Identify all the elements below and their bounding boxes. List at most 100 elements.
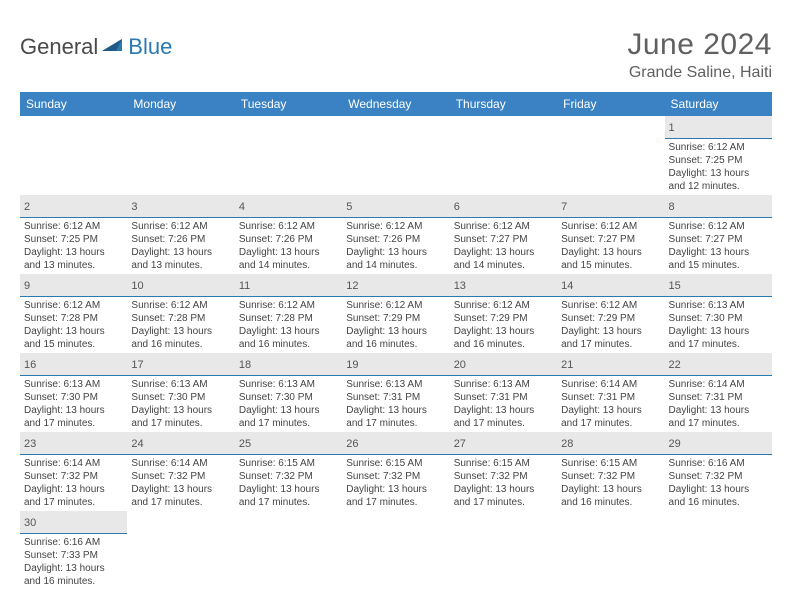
sunset-text: Sunset: 7:31 PM	[346, 391, 445, 404]
day-number: 5	[346, 201, 352, 213]
daylight-text: and 17 minutes.	[239, 496, 338, 509]
daylight-text: Daylight: 13 hours	[669, 246, 768, 259]
day-cell: 13Sunrise: 6:12 AMSunset: 7:29 PMDayligh…	[450, 274, 557, 353]
day-cell: 24Sunrise: 6:14 AMSunset: 7:32 PMDayligh…	[127, 432, 234, 511]
sunrise-text: Sunrise: 6:12 AM	[561, 299, 660, 312]
day-number: 3	[131, 201, 137, 213]
sunrise-text: Sunrise: 6:15 AM	[239, 457, 338, 470]
day-cell: 12Sunrise: 6:12 AMSunset: 7:29 PMDayligh…	[342, 274, 449, 353]
daylight-text: and 15 minutes.	[24, 338, 123, 351]
day-cell: 25 Sunrise: 6:15 AMSunset: 7:32 PMDayligh…	[235, 432, 342, 511]
sunset-text: Sunset: 7:31 PM	[669, 391, 768, 404]
day-number: 18	[239, 359, 251, 371]
sunrise-text: Sunrise: 6:12 AM	[239, 299, 338, 312]
col-sunday: Sunday	[20, 92, 127, 116]
location-subtitle: Grande Saline, Haiti	[627, 64, 772, 82]
sunset-text: Sunset: 7:31 PM	[454, 391, 553, 404]
day-number: 28	[561, 438, 573, 450]
sunset-text: Sunset: 7:29 PM	[346, 312, 445, 325]
sunset-text: Sunset: 7:32 PM	[239, 470, 338, 483]
sunset-text: Sunset: 7:32 PM	[454, 470, 553, 483]
sunset-text: Sunset: 7:26 PM	[131, 233, 230, 246]
col-wednesday: Wednesday	[342, 92, 449, 116]
week-row: 16Sunrise: 6:13 AMSunset: 7:30 PMDayligh…	[20, 353, 772, 432]
day-cell: 7Sunrise: 6:12 AMSunset: 7:27 PMDaylight…	[557, 195, 664, 274]
day-cell	[450, 511, 557, 590]
daylight-text: and 14 minutes.	[454, 259, 553, 272]
day-cell: 30Sunrise: 6:16 AMSunset: 7:33 PMDayligh…	[20, 511, 127, 590]
daylight-text: and 13 minutes.	[131, 259, 230, 272]
sunrise-text: Sunrise: 6:12 AM	[454, 299, 553, 312]
day-cell: 4Sunrise: 6:12 AMSunset: 7:26 PMDaylight…	[235, 195, 342, 274]
daylight-text: and 17 minutes.	[346, 496, 445, 509]
day-cell: 22Sunrise: 6:14 AMSunset: 7:31 PMDayligh…	[665, 353, 772, 432]
sunset-text: Sunset: 7:32 PM	[346, 470, 445, 483]
daylight-text: Daylight: 13 hours	[131, 404, 230, 417]
logo-text-blue: Blue	[128, 34, 172, 60]
day-number: 12	[346, 280, 358, 292]
sunrise-text: Sunrise: 6:14 AM	[561, 378, 660, 391]
col-thursday: Thursday	[450, 92, 557, 116]
sunset-text: Sunset: 7:28 PM	[239, 312, 338, 325]
day-cell: 5Sunrise: 6:12 AMSunset: 7:26 PMDaylight…	[342, 195, 449, 274]
daylight-text: Daylight: 13 hours	[131, 325, 230, 338]
day-cell: 9Sunrise: 6:12 AMSunset: 7:28 PMDaylight…	[20, 274, 127, 353]
day-number: 1	[669, 122, 675, 134]
sunrise-text: Sunrise: 6:14 AM	[669, 378, 768, 391]
daylight-text: Daylight: 13 hours	[239, 483, 338, 496]
weekday-header-row: Sunday Monday Tuesday Wednesday Thursday…	[20, 92, 772, 116]
day-cell	[450, 116, 557, 195]
day-cell: 15Sunrise: 6:13 AMSunset: 7:30 PMDayligh…	[665, 274, 772, 353]
col-tuesday: Tuesday	[235, 92, 342, 116]
week-row: 1Sunrise: 6:12 AMSunset: 7:25 PMDaylight…	[20, 116, 772, 195]
sunset-text: Sunset: 7:32 PM	[561, 470, 660, 483]
day-number: 16	[24, 359, 36, 371]
day-cell	[665, 511, 772, 590]
week-row: 9Sunrise: 6:12 AMSunset: 7:28 PMDaylight…	[20, 274, 772, 353]
sunset-text: Sunset: 7:29 PM	[454, 312, 553, 325]
sunset-text: Sunset: 7:26 PM	[239, 233, 338, 246]
daylight-text: and 16 minutes.	[131, 338, 230, 351]
sunrise-text: Sunrise: 6:13 AM	[346, 378, 445, 391]
daylight-text: Daylight: 13 hours	[454, 404, 553, 417]
day-number: 21	[561, 359, 573, 371]
daylight-text: Daylight: 13 hours	[561, 404, 660, 417]
daylight-text: Daylight: 13 hours	[669, 404, 768, 417]
sunrise-text: Sunrise: 6:12 AM	[454, 220, 553, 233]
daylight-text: Daylight: 13 hours	[561, 483, 660, 496]
day-cell: 2Sunrise: 6:12 AMSunset: 7:25 PMDaylight…	[20, 195, 127, 274]
daylight-text: Daylight: 13 hours	[561, 325, 660, 338]
daylight-text: and 17 minutes.	[131, 496, 230, 509]
day-cell: 16Sunrise: 6:13 AMSunset: 7:30 PMDayligh…	[20, 353, 127, 432]
sunrise-text: Sunrise: 6:12 AM	[239, 220, 338, 233]
day-cell: 18Sunrise: 6:13 AMSunset: 7:30 PMDayligh…	[235, 353, 342, 432]
daylight-text: and 12 minutes.	[669, 180, 768, 193]
day-number: 24	[131, 438, 143, 450]
sunset-text: Sunset: 7:27 PM	[561, 233, 660, 246]
daylight-text: Daylight: 13 hours	[24, 483, 123, 496]
day-number: 25	[239, 438, 251, 450]
day-number: 19	[346, 359, 358, 371]
day-number: 15	[669, 280, 681, 292]
daylight-text: Daylight: 13 hours	[669, 325, 768, 338]
day-number: 20	[454, 359, 466, 371]
day-number: 2	[24, 201, 30, 213]
sunset-text: Sunset: 7:30 PM	[24, 391, 123, 404]
sunrise-text: Sunrise: 6:12 AM	[24, 299, 123, 312]
daylight-text: Daylight: 13 hours	[24, 246, 123, 259]
daylight-text: Daylight: 13 hours	[669, 167, 768, 180]
day-number: 27	[454, 438, 466, 450]
day-cell	[127, 116, 234, 195]
sunrise-text: Sunrise: 6:14 AM	[131, 457, 230, 470]
daylight-text: Daylight: 13 hours	[669, 483, 768, 496]
day-cell: 23Sunrise: 6:14 AMSunset: 7:32 PMDayligh…	[20, 432, 127, 511]
day-cell	[235, 116, 342, 195]
daylight-text: and 17 minutes.	[239, 417, 338, 430]
sunrise-text: Sunrise: 6:13 AM	[24, 378, 123, 391]
day-cell: 10Sunrise: 6:12 AMSunset: 7:28 PMDayligh…	[127, 274, 234, 353]
day-number: 8	[669, 201, 675, 213]
daylight-text: and 17 minutes.	[454, 417, 553, 430]
logo: General Blue	[20, 28, 172, 60]
daylight-text: and 15 minutes.	[669, 259, 768, 272]
sunset-text: Sunset: 7:32 PM	[669, 470, 768, 483]
